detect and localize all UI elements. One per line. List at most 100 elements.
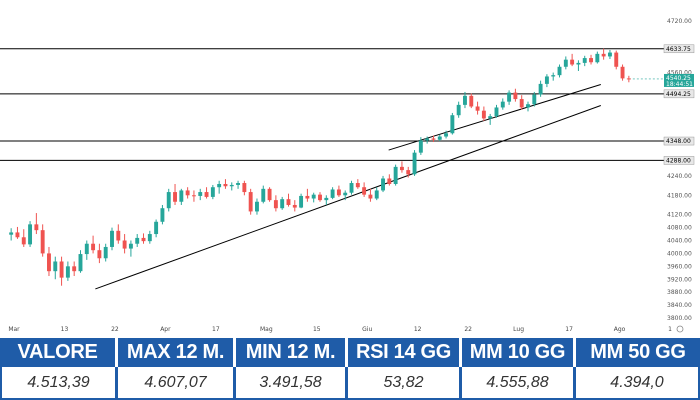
price-chart: 4633.75 4494.25 4348.00 4288.00 4720.00 4560…: [0, 17, 695, 333]
candle-body: [255, 201, 259, 212]
candle-body: [526, 104, 530, 108]
candle-body: [444, 133, 449, 137]
candle-body: [223, 183, 228, 187]
stats-header-min-12m: MIN 12 M.: [236, 338, 348, 367]
candle-body: [538, 83, 543, 95]
candle-body: [21, 237, 26, 245]
candle-body: [97, 250, 102, 259]
chart-svg: 4633.75 4494.25 4348.00 4288.00 4720.00 4560…: [0, 18, 695, 333]
candle-body: [59, 261, 64, 278]
x-tick-label: 12: [414, 326, 422, 333]
candle-body: [248, 192, 253, 212]
stats-value-rsi-14gg: 53,82: [348, 367, 462, 400]
candle-body: [318, 194, 322, 201]
y-tick-label: 3960.00: [667, 263, 692, 270]
candle-body: [198, 192, 203, 196]
x-tick-label: 22: [111, 326, 119, 333]
candle-body: [557, 66, 562, 76]
candle-body: [494, 107, 499, 117]
level-label: 4494.25: [666, 91, 691, 98]
candle-body: [135, 237, 140, 244]
candle-body: [166, 192, 171, 209]
candle-body: [437, 136, 442, 140]
candle-body: [173, 192, 177, 202]
candle-body: [15, 232, 20, 238]
candle-body: [381, 178, 385, 191]
candle-body: [614, 52, 619, 67]
y-tick-label: 4080.00: [667, 225, 692, 232]
candle-body: [154, 221, 159, 235]
candle-body: [532, 94, 537, 105]
stats-header-row: VALORE MAX 12 M. MIN 12 M. RSI 14 GG MM …: [0, 338, 700, 367]
candle-body: [626, 78, 631, 80]
candle-body: [103, 246, 108, 259]
candle-body: [551, 75, 556, 77]
candle-body: [418, 140, 423, 153]
level-label: 4288.00: [666, 157, 691, 164]
candle-body: [53, 261, 58, 272]
stats-header-mm-10gg: MM 10 GG: [462, 338, 576, 367]
candle-body: [261, 188, 266, 202]
candle-body: [576, 62, 581, 65]
level-label-box: [663, 156, 695, 165]
stats-value-mm-10gg: 4.555,88: [462, 367, 576, 400]
x-tick-label: 17: [212, 326, 220, 333]
candle-body: [122, 240, 127, 249]
candle-body: [78, 254, 83, 272]
x-tick-label: 22: [464, 326, 472, 333]
level-label: 4633.75: [666, 46, 691, 53]
candle-body: [393, 166, 398, 184]
candle-body: [267, 188, 272, 201]
y-tick-label: 3920.00: [667, 276, 692, 283]
candle-body: [355, 183, 360, 188]
candle-body: [147, 234, 152, 242]
candle-body: [91, 243, 96, 251]
stats-value-max-12m: 4.607,07: [118, 367, 236, 400]
last-price-box: [664, 73, 694, 87]
candle-body: [399, 166, 404, 171]
last-price-label: 4540.25: [666, 75, 691, 82]
candle-body: [28, 224, 33, 245]
x-tick-label: Apr: [160, 326, 171, 333]
last-price-time: 18:44:51: [666, 81, 693, 88]
candle-body: [204, 192, 209, 197]
y-tick-label: 3840.00: [667, 302, 692, 309]
candle-body: [456, 104, 461, 116]
candle-body: [242, 183, 247, 193]
candle-body: [519, 99, 524, 108]
stats-value-mm-50gg: 4.394,0: [576, 367, 700, 400]
candle-body: [374, 190, 379, 199]
candle-body: [286, 199, 291, 205]
y-tick-label: 3800.00: [667, 315, 692, 322]
x-tick-label: Lug: [513, 326, 524, 333]
candle-body: [513, 92, 518, 100]
candle-body: [84, 243, 89, 255]
trendline: [388, 84, 601, 151]
candle-body: [488, 116, 493, 119]
candle-body: [349, 183, 354, 193]
candle-body: [47, 253, 51, 272]
candle-body: [368, 194, 373, 199]
candle-body: [179, 190, 184, 202]
candle-body: [72, 266, 77, 272]
candle-body: [110, 230, 114, 247]
candle-body: [217, 183, 222, 188]
y-tick-label: 4240.00: [667, 173, 692, 180]
y-tick-label: 4000.00: [667, 250, 692, 257]
candle-body: [607, 52, 612, 57]
candle-body: [65, 266, 70, 278]
candle-body: [9, 232, 14, 235]
candle-body: [425, 138, 430, 141]
x-tick-label: Giu: [362, 326, 372, 333]
y-tick-label: 4720.00: [667, 18, 692, 25]
candle-body: [128, 243, 133, 249]
stats-header-rsi-14gg: RSI 14 GG: [348, 338, 462, 367]
candle-body: [589, 58, 593, 63]
candle-body: [387, 178, 392, 184]
candle-body: [463, 95, 467, 105]
candle-body: [324, 197, 329, 201]
candle-body: [450, 115, 455, 134]
x-tick-label: Ago: [614, 326, 626, 333]
stats-header-valore: VALORE: [0, 338, 118, 367]
y-tick-label: 4560.00: [667, 70, 692, 77]
